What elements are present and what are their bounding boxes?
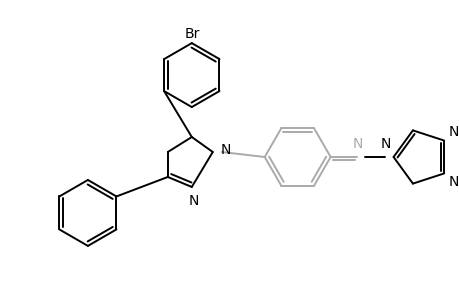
Text: N: N: [220, 143, 230, 157]
Text: N: N: [352, 137, 362, 151]
Text: Br: Br: [185, 27, 200, 41]
Text: N: N: [188, 194, 199, 208]
Text: N: N: [447, 124, 458, 139]
Text: N: N: [380, 137, 390, 151]
Text: N: N: [447, 176, 458, 189]
